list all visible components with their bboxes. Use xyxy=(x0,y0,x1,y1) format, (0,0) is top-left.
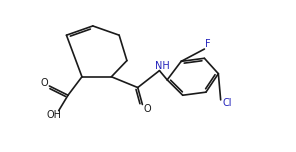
Text: F: F xyxy=(205,39,210,49)
Text: O: O xyxy=(41,78,49,88)
Text: Cl: Cl xyxy=(222,98,232,108)
Text: NH: NH xyxy=(155,61,170,71)
Text: OH: OH xyxy=(46,110,62,120)
Text: O: O xyxy=(143,104,151,114)
